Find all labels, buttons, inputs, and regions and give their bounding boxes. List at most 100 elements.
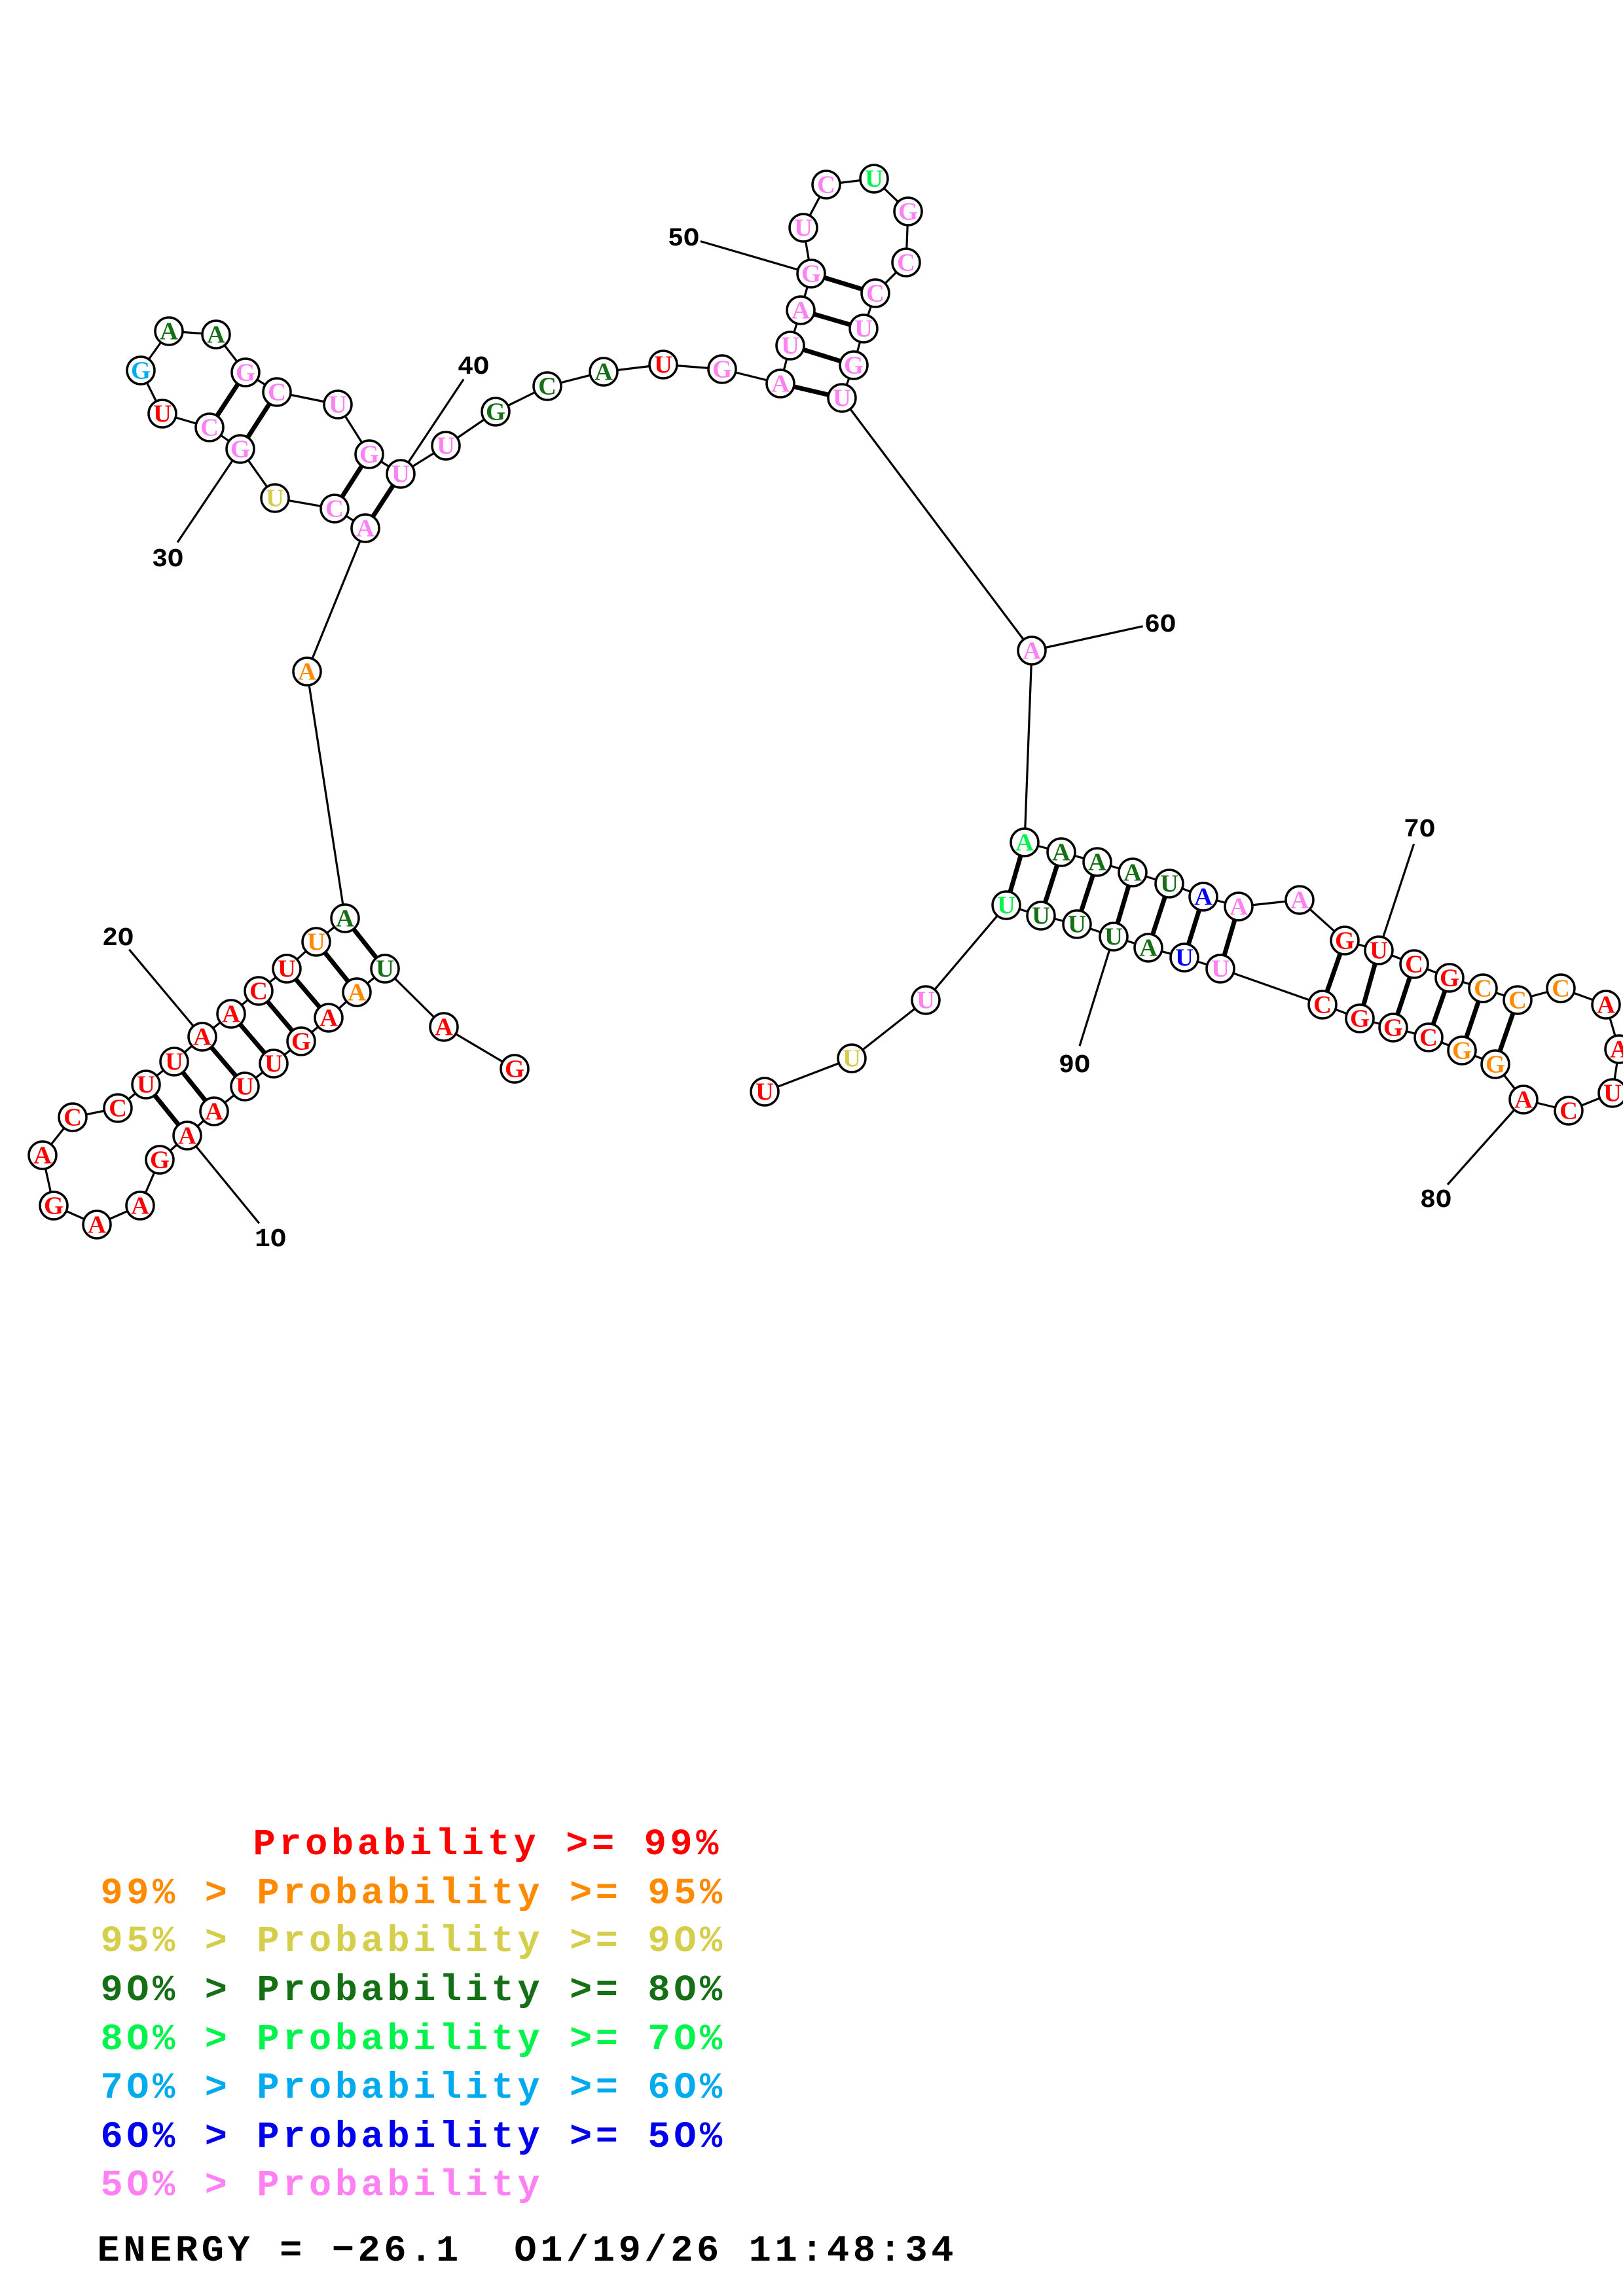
svg-text:A: A: [1514, 1086, 1533, 1114]
svg-text:99% > Probability >= 95%: 99% > Probability >= 95%: [101, 1873, 726, 1915]
svg-text:A: A: [1610, 1036, 1623, 1064]
svg-text:A: A: [1015, 829, 1034, 857]
svg-text:U: U: [329, 391, 347, 419]
svg-text:A: A: [1052, 839, 1070, 867]
svg-text:C: C: [1559, 1098, 1578, 1125]
svg-text:C: C: [1474, 975, 1492, 1003]
svg-text:U: U: [865, 166, 883, 193]
svg-text:C: C: [817, 171, 835, 199]
svg-text:U: U: [1104, 924, 1123, 951]
svg-text:C: C: [109, 1095, 127, 1122]
svg-text:A: A: [178, 1122, 196, 1150]
svg-text:A: A: [1290, 887, 1309, 914]
svg-text:ENERGY = −26.1 O1/19/26 11:48: ENERGY = −26.1 O1/19/26 11:48:34: [98, 2231, 958, 2272]
svg-text:G: G: [131, 357, 151, 385]
svg-text:A: A: [207, 321, 225, 349]
svg-text:C: C: [1313, 992, 1332, 1019]
svg-text:A: A: [222, 1001, 240, 1028]
svg-text:G: G: [844, 352, 864, 380]
svg-text:A: A: [88, 1211, 106, 1239]
svg-text:U: U: [756, 1079, 774, 1106]
svg-text:9O% > Probability >= 8O%: 9O% > Probability >= 8O%: [101, 1970, 726, 2012]
svg-text:8O% > Probability >= 7O%: 8O% > Probability >= 7O%: [101, 2019, 726, 2061]
svg-text:1O: 1O: [255, 1225, 286, 1255]
svg-text:U: U: [1370, 937, 1388, 965]
svg-text:A: A: [319, 1005, 338, 1032]
svg-text:G: G: [150, 1147, 170, 1174]
svg-text:U: U: [1175, 944, 1194, 972]
svg-text:C: C: [538, 373, 556, 401]
svg-text:6O: 6O: [1144, 611, 1176, 640]
svg-text:C: C: [1508, 987, 1527, 1014]
svg-text:G: G: [1383, 1014, 1403, 1042]
svg-text:A: A: [1230, 893, 1248, 921]
svg-text:G: G: [505, 1056, 524, 1083]
svg-text:A: A: [205, 1098, 223, 1126]
svg-text:U: U: [1160, 870, 1178, 898]
svg-text:G: G: [1452, 1037, 1472, 1065]
svg-text:G: G: [44, 1193, 64, 1220]
svg-text:U: U: [654, 351, 672, 379]
svg-text:U: U: [236, 1073, 254, 1101]
svg-text:A: A: [193, 1024, 211, 1051]
svg-text:A: A: [1088, 849, 1106, 876]
svg-text:U: U: [917, 987, 935, 1014]
svg-text:G: G: [291, 1028, 311, 1056]
svg-text:G: G: [1486, 1051, 1505, 1079]
svg-text:U: U: [165, 1049, 183, 1076]
svg-text:A: A: [771, 370, 790, 398]
svg-text:A: A: [1194, 884, 1213, 911]
svg-text:6O% > Probability >= 5O%: 6O% > Probability >= 5O%: [101, 2117, 726, 2159]
svg-text:U: U: [153, 401, 172, 428]
svg-text:C: C: [64, 1104, 82, 1132]
svg-text:C: C: [1419, 1024, 1438, 1052]
svg-text:U: U: [843, 1045, 861, 1073]
svg-text:U: U: [264, 1050, 283, 1078]
svg-text:A: A: [160, 318, 178, 346]
svg-text:5O: 5O: [668, 224, 699, 254]
svg-text:U: U: [854, 315, 873, 343]
svg-text:C: C: [249, 978, 268, 1005]
svg-text:G: G: [801, 260, 821, 288]
svg-text:G: G: [1335, 927, 1355, 955]
svg-text:7O% > Probability >= 6O%: 7O% > Probability >= 6O%: [101, 2068, 726, 2109]
svg-text:C: C: [325, 495, 344, 523]
svg-text:A: A: [131, 1193, 149, 1220]
svg-text:A: A: [348, 979, 366, 1007]
svg-text:G: G: [359, 441, 379, 469]
svg-text:8O: 8O: [1420, 1186, 1451, 1215]
svg-text:G: G: [486, 399, 505, 426]
svg-text:95% > Probability >= 9O%: 95% > Probability >= 9O%: [101, 1921, 726, 1963]
svg-text:A: A: [435, 1014, 453, 1041]
svg-text:C: C: [1405, 951, 1423, 978]
svg-text:3O: 3O: [152, 545, 183, 575]
svg-text:U: U: [376, 956, 394, 983]
svg-text:A: A: [336, 905, 354, 933]
svg-text:U: U: [833, 385, 851, 412]
svg-text:4O: 4O: [458, 353, 489, 382]
svg-text:U: U: [392, 461, 410, 488]
svg-text:U: U: [1603, 1080, 1622, 1107]
svg-text:A: A: [356, 515, 374, 543]
svg-text:A: A: [298, 658, 316, 686]
svg-text:U: U: [1211, 956, 1230, 983]
svg-text:G: G: [898, 198, 918, 226]
svg-text:A: A: [594, 359, 613, 386]
svg-text:U: U: [137, 1071, 155, 1099]
svg-text:A: A: [1123, 859, 1142, 887]
svg-text:U: U: [1068, 911, 1086, 939]
svg-text:9O: 9O: [1059, 1051, 1090, 1081]
svg-text:G: G: [1350, 1005, 1370, 1033]
svg-text:A: A: [1023, 637, 1041, 665]
svg-text:A: A: [792, 297, 810, 325]
svg-text:A: A: [33, 1142, 52, 1170]
svg-text:A: A: [1597, 992, 1615, 1019]
svg-text:U: U: [997, 892, 1015, 920]
svg-text:7O: 7O: [1404, 816, 1435, 845]
svg-text:A: A: [1139, 935, 1158, 962]
svg-text:C: C: [200, 414, 219, 442]
svg-text:U: U: [266, 485, 284, 512]
svg-text:G: G: [236, 359, 255, 387]
svg-text:U: U: [278, 956, 296, 983]
svg-text:U: U: [437, 433, 455, 460]
